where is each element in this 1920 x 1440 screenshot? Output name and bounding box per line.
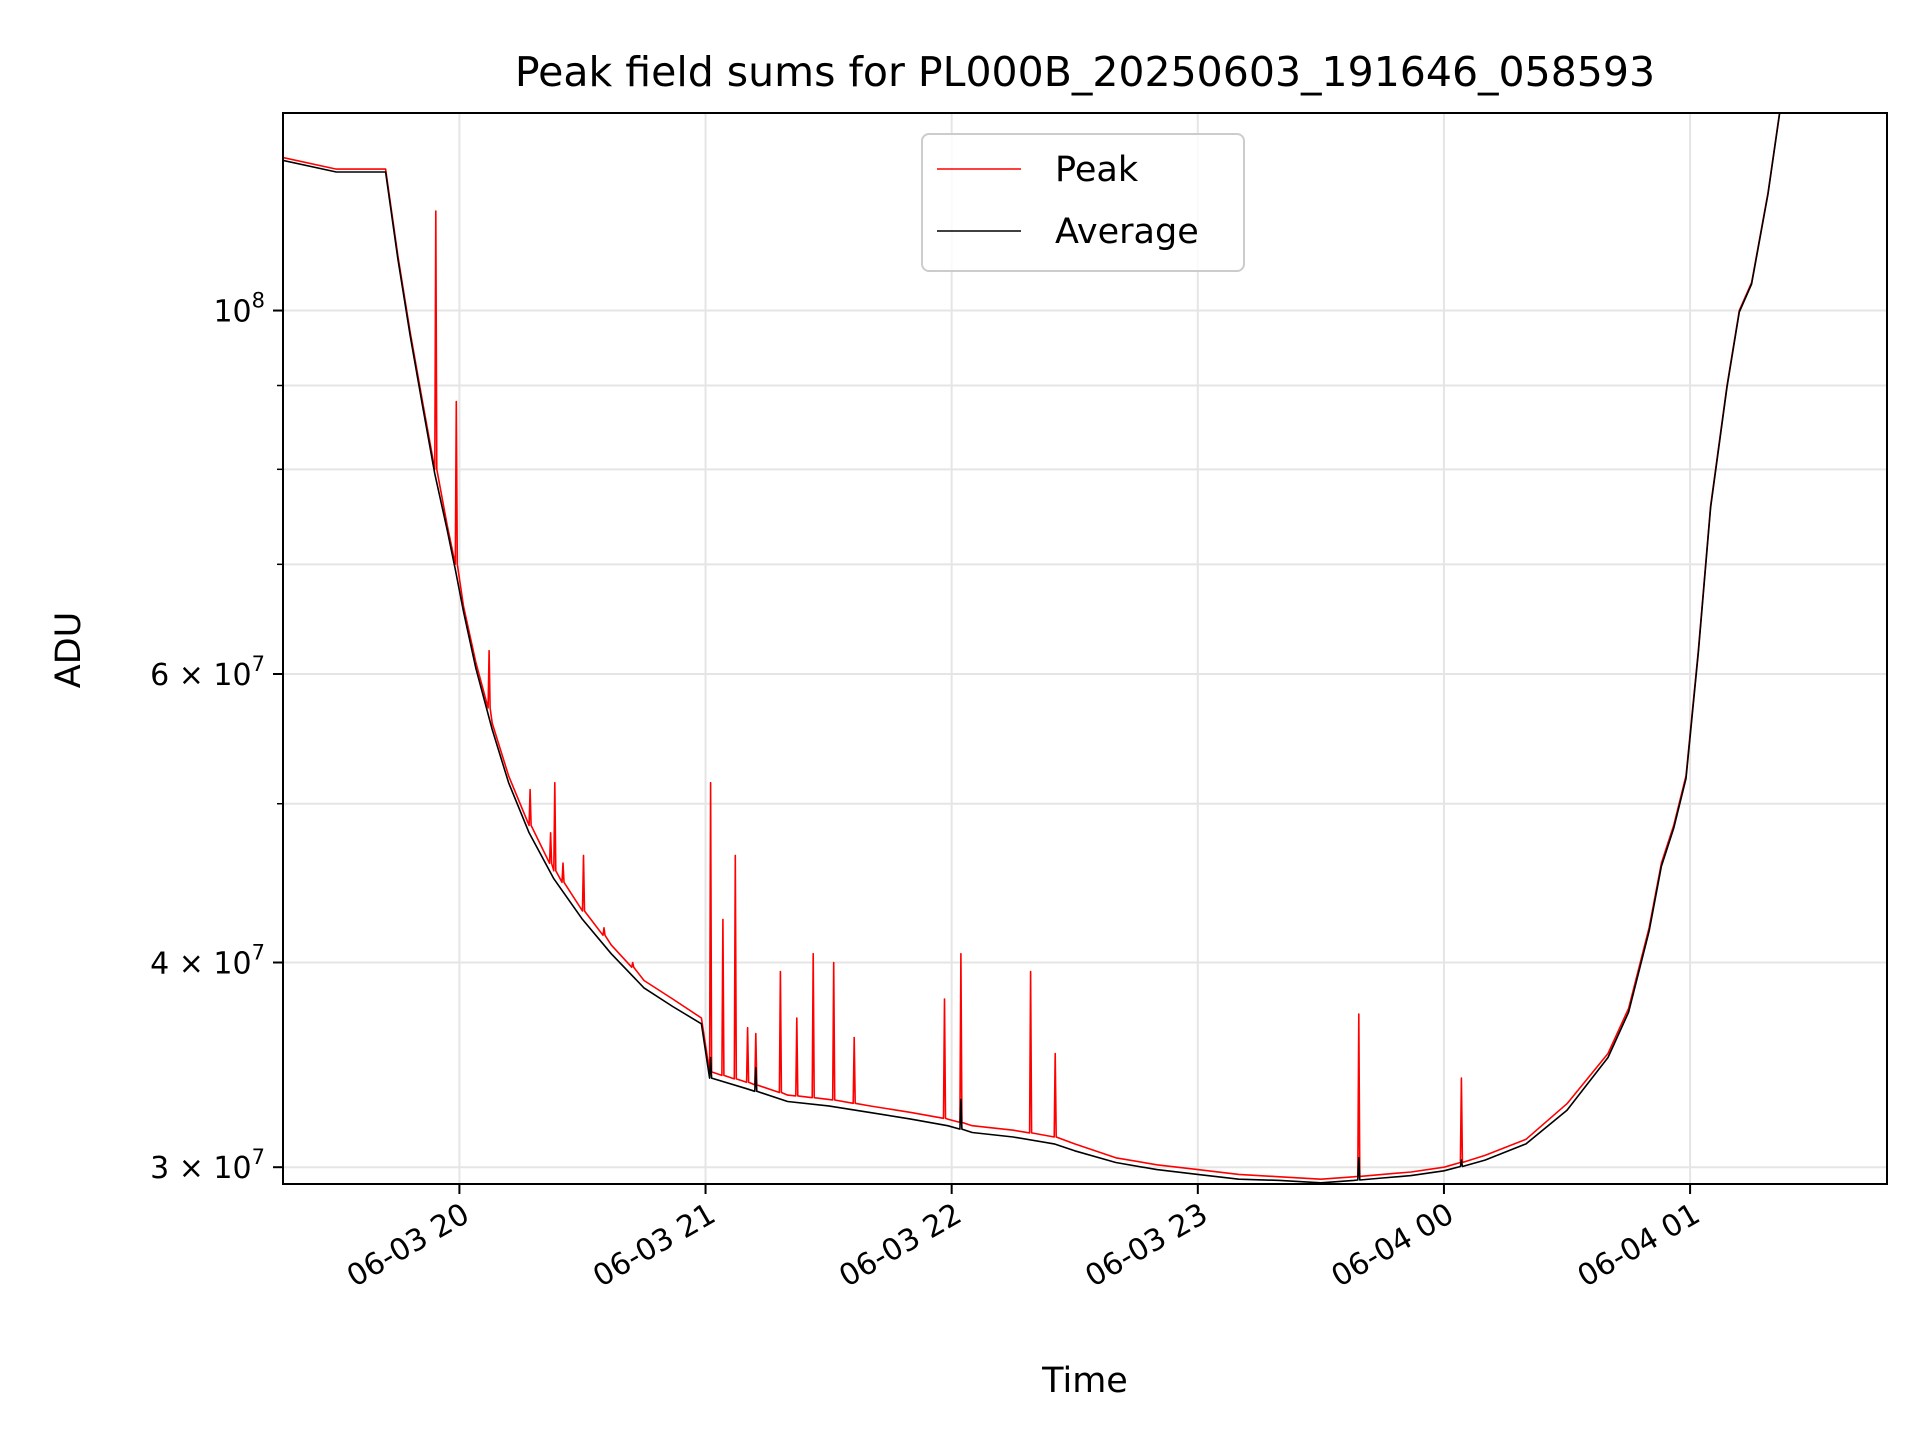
series-layer (283, 113, 1781, 1184)
legend-label-peak: Peak (1055, 150, 1139, 190)
y-axis: 3 × 107 4 × 107 6 × 107 108 (150, 289, 283, 1186)
legend-label-average: Average (1055, 212, 1199, 252)
plot-frame (282, 112, 1888, 1185)
y-axis-label: ADU (49, 612, 89, 689)
grid-lines (283, 113, 1887, 1184)
series-line-peak (283, 113, 1781, 1180)
chart-title: Peak field sums for PL000B_20250603_1916… (515, 48, 1655, 96)
y-tick-label: 4 × 107 (150, 941, 265, 982)
y-tick-label: 108 (213, 289, 265, 330)
legend: Peak Average (921, 133, 1245, 272)
x-axis-label: Time (1041, 1361, 1128, 1401)
y-tick-label: 6 × 107 (150, 652, 265, 693)
y-tick-label: 3 × 107 (150, 1145, 265, 1186)
series-line-average (283, 113, 1781, 1184)
